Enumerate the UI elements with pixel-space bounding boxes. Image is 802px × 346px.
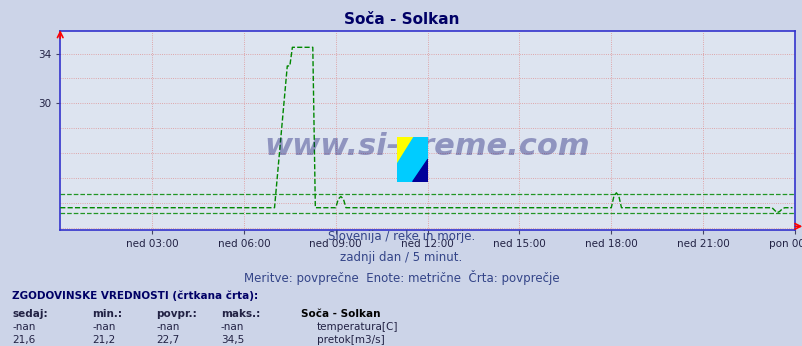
Text: sedaj:: sedaj: (12, 309, 47, 319)
Text: -nan: -nan (92, 322, 115, 333)
Text: Soča - Solkan: Soča - Solkan (301, 309, 380, 319)
Text: Soča - Solkan: Soča - Solkan (343, 12, 459, 27)
Text: pretok[m3/s]: pretok[m3/s] (317, 335, 384, 345)
Text: Meritve: povprečne  Enote: metrične  Črta: povprečje: Meritve: povprečne Enote: metrične Črta:… (243, 270, 559, 285)
Polygon shape (412, 159, 427, 182)
Text: -nan: -nan (12, 322, 35, 333)
Text: ZGODOVINSKE VREDNOSTI (črtkana črta):: ZGODOVINSKE VREDNOSTI (črtkana črta): (12, 291, 258, 301)
Text: maks.:: maks.: (221, 309, 260, 319)
Text: 22,7: 22,7 (156, 335, 180, 345)
Text: min.:: min.: (92, 309, 122, 319)
Polygon shape (397, 137, 427, 182)
Polygon shape (397, 137, 414, 182)
Text: 21,2: 21,2 (92, 335, 115, 345)
Text: 21,6: 21,6 (12, 335, 35, 345)
Text: temperatura[C]: temperatura[C] (317, 322, 398, 333)
Text: -nan: -nan (221, 322, 244, 333)
Text: 34,5: 34,5 (221, 335, 244, 345)
Text: Slovenija / reke in morje.: Slovenija / reke in morje. (327, 230, 475, 244)
Text: www.si-vreme.com: www.si-vreme.com (265, 132, 589, 161)
Text: povpr.:: povpr.: (156, 309, 197, 319)
Text: zadnji dan / 5 minut.: zadnji dan / 5 minut. (340, 251, 462, 264)
Text: -nan: -nan (156, 322, 180, 333)
